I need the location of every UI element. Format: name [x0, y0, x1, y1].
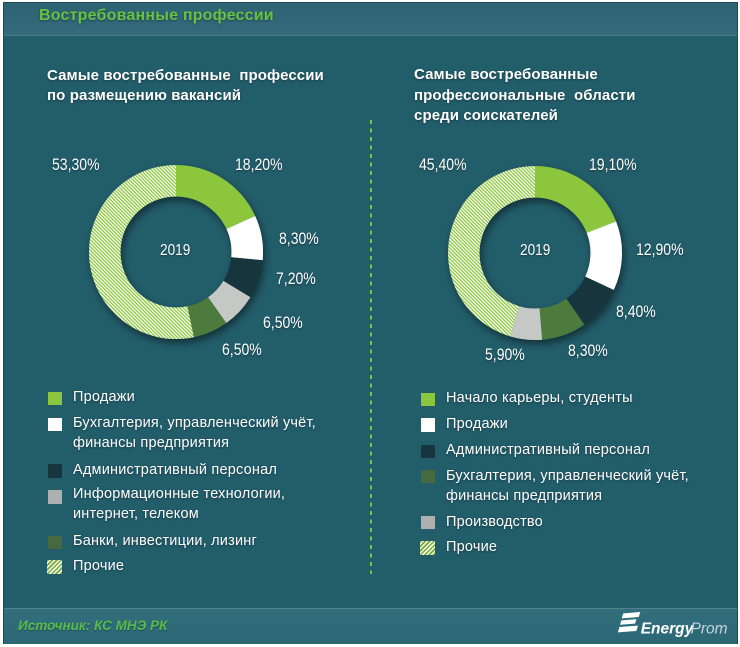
- svg-text:Prom: Prom: [691, 620, 728, 637]
- svg-text:Energy: Energy: [641, 620, 695, 637]
